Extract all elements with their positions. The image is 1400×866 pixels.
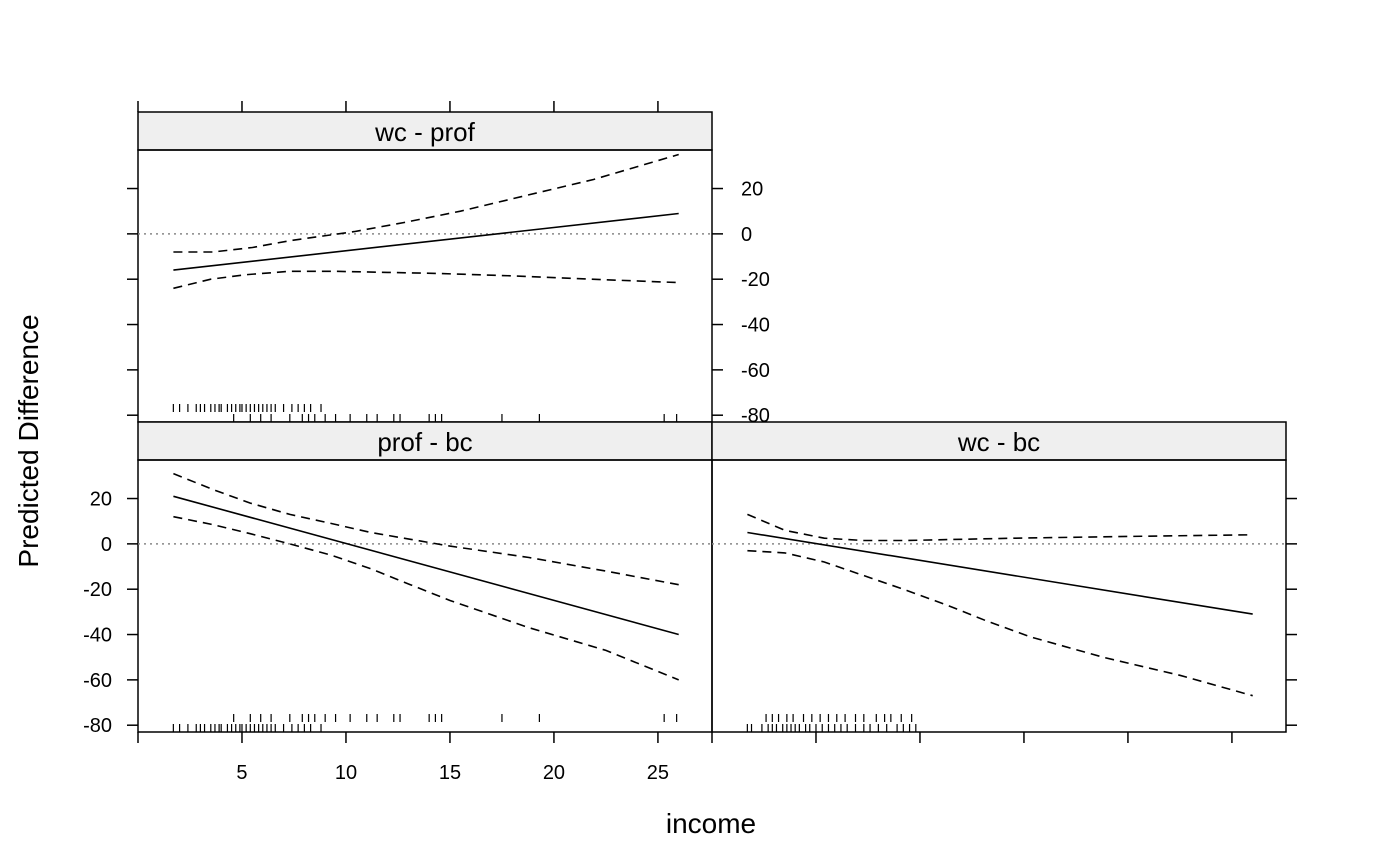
y-tick-label: -80 [741,405,770,427]
x-tick-label: 20 [543,762,565,784]
panel-strip-label: wc - prof [374,117,475,147]
upper-ci-line [747,513,1253,542]
y-axis-title: Predicted Difference [13,314,44,567]
y-tick-label: 20 [90,489,112,511]
x-tick-label: 5 [236,762,247,784]
y-tick-label: -40 [83,625,112,647]
upper-ci-line [173,472,679,586]
panel-strip [137,421,713,461]
panel-strip [137,111,713,151]
y-tick-label: -60 [83,670,112,692]
x-axis-title: income [666,808,756,839]
panel-frame [711,459,1287,733]
y-tick-label: 0 [101,534,112,556]
x-tick-label: 10 [335,762,357,784]
x-tick-label: 15 [439,762,461,784]
y-tick-label: -80 [83,715,112,737]
y-tick-label: 20 [741,179,763,201]
panel-strip [711,421,1287,461]
estimate-line [747,531,1253,615]
x-tick-label: 25 [647,762,669,784]
y-tick-label: -20 [741,269,770,291]
lower-ci-line [173,515,680,681]
panel-frame [137,459,713,733]
y-tick-label: -60 [741,360,770,382]
estimate-line [173,495,679,636]
lower-ci-line [747,549,1253,697]
estimate-line [173,212,679,271]
lower-ci-line [173,270,679,290]
panel-strip-label: wc - bc [957,427,1040,457]
y-tick-label: -40 [741,315,770,337]
y-tick-label: -20 [83,579,112,601]
panel-strip-label: prof - bc [377,427,472,457]
panel-frame [137,149,713,423]
upper-ci-line [173,153,679,253]
y-tick-label: 0 [741,224,752,246]
